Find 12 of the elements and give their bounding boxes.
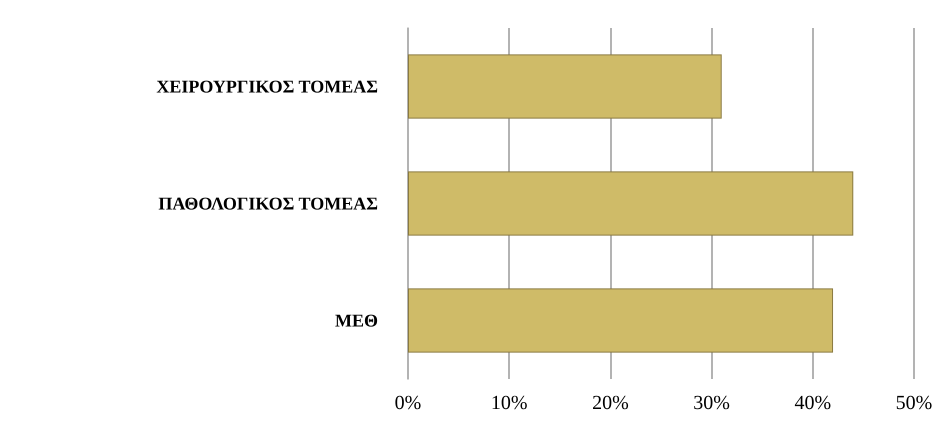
bar bbox=[408, 171, 854, 236]
y-tick-label: ΧΕΙΡΟΥΡΓΙΚΟΣ ΤΟΜΕΑΣ bbox=[156, 76, 378, 96]
x-tick-label: 50% bbox=[896, 392, 932, 414]
x-tick-label: 20% bbox=[592, 392, 629, 414]
bar bbox=[408, 288, 834, 353]
x-tick-label: 40% bbox=[794, 392, 832, 414]
x-tick-label: 0% bbox=[394, 392, 422, 414]
bar bbox=[408, 54, 722, 119]
x-tick-label: 10% bbox=[490, 392, 528, 414]
x-tick-label: 30% bbox=[693, 392, 730, 414]
y-tick-label: ΠΑΘΟΛΟΓΙΚΟΣ ΤΟΜΕΑΣ bbox=[158, 194, 378, 214]
y-tick-label: ΜΕΘ bbox=[335, 310, 378, 330]
